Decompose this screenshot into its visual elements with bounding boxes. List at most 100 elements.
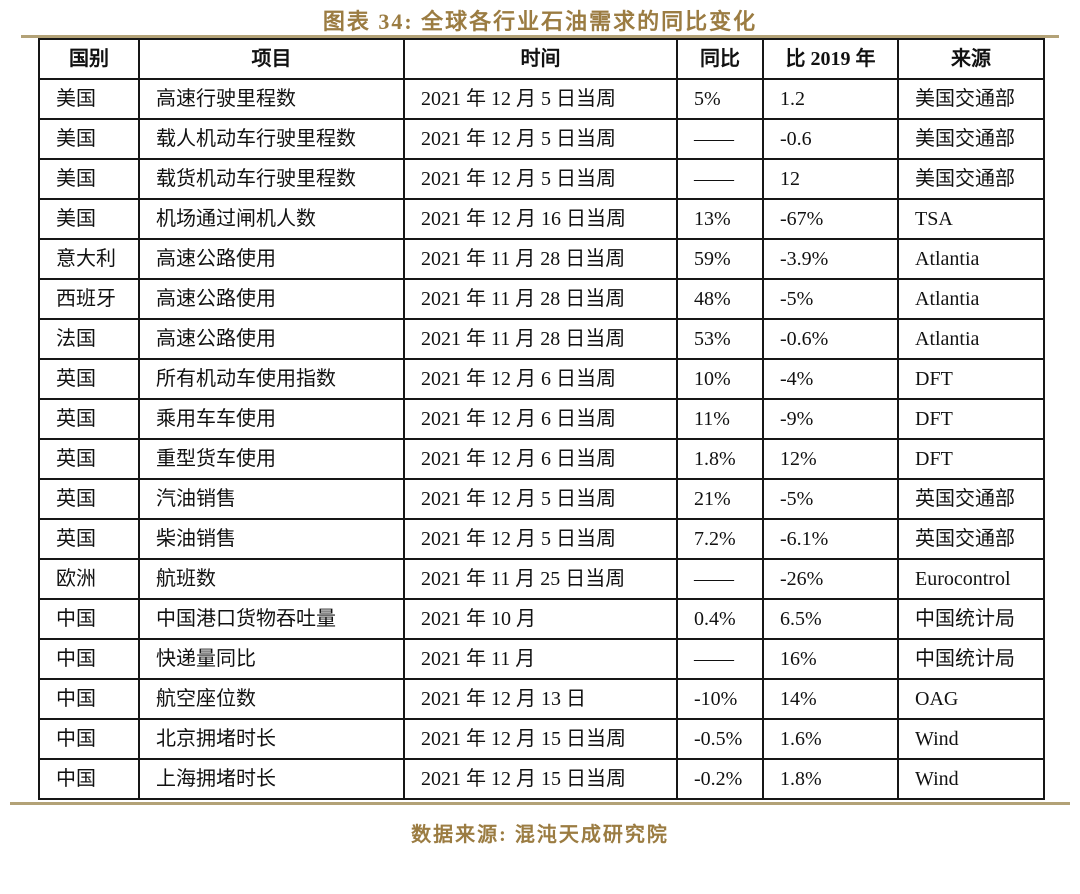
table-cell: 2021 年 12 月 5 日当周 bbox=[403, 158, 678, 200]
table-cell: -0.5% bbox=[676, 718, 764, 760]
table-cell: -67% bbox=[762, 198, 899, 240]
table-cell: -5% bbox=[762, 478, 899, 520]
table-row: 法国 高速公路使用 2021 年 11 月 28 日当周 53% -0.6% Atlant… bbox=[38, 318, 1045, 360]
table-cell: 中国统计局 bbox=[897, 638, 1045, 680]
table-cell: 2021 年 12 月 15 日当周 bbox=[403, 758, 678, 800]
table-cell: DFT bbox=[897, 398, 1045, 440]
table-cell: -6.1% bbox=[762, 518, 899, 560]
table-cell: 美国 bbox=[38, 158, 140, 200]
table-cell: 2021 年 12 月 5 日当周 bbox=[403, 478, 678, 520]
column-header: 比 2019 年 bbox=[762, 38, 899, 80]
table-cell: 21% bbox=[676, 478, 764, 520]
table-cell: 14% bbox=[762, 678, 899, 720]
table-cell: 英国 bbox=[38, 518, 140, 560]
table-cell: 中国统计局 bbox=[897, 598, 1045, 640]
table-row: 美国 载人机动车行驶里程数 2021 年 12 月 5 日当周 —— -0.6 美国交通部 bbox=[38, 118, 1045, 160]
table-cell: 1.6% bbox=[762, 718, 899, 760]
table-cell: -0.6% bbox=[762, 318, 899, 360]
table-cell: 1.8% bbox=[676, 438, 764, 480]
column-header: 时间 bbox=[403, 38, 678, 80]
table-cell: 高速公路使用 bbox=[138, 318, 405, 360]
table-cell: 2021 年 11 月 28 日当周 bbox=[403, 318, 678, 360]
table-cell: -26% bbox=[762, 558, 899, 600]
table-cell: 美国 bbox=[38, 118, 140, 160]
table-cell: DFT bbox=[897, 438, 1045, 480]
table-cell: Wind bbox=[897, 718, 1045, 760]
top-rule bbox=[21, 35, 1059, 38]
table-cell: 2021 年 12 月 5 日当周 bbox=[403, 118, 678, 160]
table-cell: 12% bbox=[762, 438, 899, 480]
table-cell: 高速行驶里程数 bbox=[138, 78, 405, 120]
data-source-note: 数据来源: 混沌天成研究院 bbox=[411, 824, 669, 846]
table-row: 中国 上海拥堵时长 2021 年 12 月 15 日当周 -0.2% 1.8% Wind bbox=[38, 758, 1045, 800]
table-cell: 航空座位数 bbox=[138, 678, 405, 720]
table-cell: 高速公路使用 bbox=[138, 238, 405, 280]
table-row: 中国 航空座位数 2021 年 12 月 13 日 -10% 14% OAG bbox=[38, 678, 1045, 720]
table-cell: 10% bbox=[676, 358, 764, 400]
table-cell: DFT bbox=[897, 358, 1045, 400]
table-cell: 2021 年 11 月 28 日当周 bbox=[403, 278, 678, 320]
column-header: 来源 bbox=[897, 38, 1045, 80]
table-header: 国别 项目 时间 同比比 2019 年来源 bbox=[38, 38, 1045, 80]
column-header: 项目 bbox=[138, 38, 405, 80]
table-cell: OAG bbox=[897, 678, 1045, 720]
table-cell: 2021 年 12 月 6 日当周 bbox=[403, 398, 678, 440]
table-cell: -5% bbox=[762, 278, 899, 320]
column-header: 同比 bbox=[676, 38, 764, 80]
table-cell: 汽油销售 bbox=[138, 478, 405, 520]
table-row: 意大利 高速公路使用 2021 年 11 月 28 日当周 59% -3.9% Atlan… bbox=[38, 238, 1045, 280]
table-cell: 欧洲 bbox=[38, 558, 140, 600]
table-cell: 48% bbox=[676, 278, 764, 320]
table-cell: 英国 bbox=[38, 478, 140, 520]
table-row: 欧洲 航班数 2021 年 11 月 25 日当周 —— -26% Eurocontrol bbox=[38, 558, 1045, 600]
table-cell: 2021 年 12 月 16 日当周 bbox=[403, 198, 678, 240]
table-cell: 美国交通部 bbox=[897, 118, 1045, 160]
table-cell: 59% bbox=[676, 238, 764, 280]
table-body: 美国 高速行驶里程数 2021 年 12 月 5 日当周 5% 1.2 美国交通部 美国 载人… bbox=[38, 78, 1045, 800]
table-row: 英国 乘用车车使用 2021 年 12 月 6 日当周 11% -9% DFT bbox=[38, 398, 1045, 440]
table-cell: Atlantia bbox=[897, 278, 1045, 320]
table-cell: 柴油销售 bbox=[138, 518, 405, 560]
table-cell: 乘用车车使用 bbox=[138, 398, 405, 440]
table-cell: 2021 年 12 月 13 日 bbox=[403, 678, 678, 720]
table-row: 美国 机场通过闸机人数 2021 年 12 月 16 日当周 13% -67% TSA bbox=[38, 198, 1045, 240]
table-cell: —— bbox=[676, 158, 764, 200]
bottom-rule bbox=[10, 802, 1070, 805]
table-cell: 机场通过闸机人数 bbox=[138, 198, 405, 240]
table-cell: 载人机动车行驶里程数 bbox=[138, 118, 405, 160]
table-row: 中国 快递量同比 2021 年 11 月 —— 16% 中国统计局 bbox=[38, 638, 1045, 680]
table-cell: TSA bbox=[897, 198, 1045, 240]
table-row: 中国 北京拥堵时长 2021 年 12 月 15 日当周 -0.5% 1.6% Wind bbox=[38, 718, 1045, 760]
table-row: 美国 载货机动车行驶里程数 2021 年 12 月 5 日当周 —— 12 美国交通部 bbox=[38, 158, 1045, 200]
table-row: 英国 汽油销售 2021 年 12 月 5 日当周 21% -5% 英国交通部 bbox=[38, 478, 1045, 520]
table-cell: 中国 bbox=[38, 758, 140, 800]
table-cell: 北京拥堵时长 bbox=[138, 718, 405, 760]
table-cell: 高速公路使用 bbox=[138, 278, 405, 320]
table-cell: 1.8% bbox=[762, 758, 899, 800]
table-cell: —— bbox=[676, 558, 764, 600]
table-cell: 美国交通部 bbox=[897, 158, 1045, 200]
table-cell: 中国 bbox=[38, 678, 140, 720]
table-cell: 0.4% bbox=[676, 598, 764, 640]
table-cell: 所有机动车使用指数 bbox=[138, 358, 405, 400]
table-cell: 英国交通部 bbox=[897, 518, 1045, 560]
table-cell: Atlantia bbox=[897, 318, 1045, 360]
table-cell: Atlantia bbox=[897, 238, 1045, 280]
table-cell: 西班牙 bbox=[38, 278, 140, 320]
table-cell: 2021 年 11 月 bbox=[403, 638, 678, 680]
table-cell: 11% bbox=[676, 398, 764, 440]
table-cell: 快递量同比 bbox=[138, 638, 405, 680]
table-cell: 7.2% bbox=[676, 518, 764, 560]
table-cell: 2021 年 12 月 6 日当周 bbox=[403, 358, 678, 400]
table-cell: 英国 bbox=[38, 398, 140, 440]
table-cell: -9% bbox=[762, 398, 899, 440]
table-cell: 载货机动车行驶里程数 bbox=[138, 158, 405, 200]
table-cell: 1.2 bbox=[762, 78, 899, 120]
table-cell: 美国 bbox=[38, 78, 140, 120]
table-cell: 6.5% bbox=[762, 598, 899, 640]
table-cell: 12 bbox=[762, 158, 899, 200]
table-row: 英国 柴油销售 2021 年 12 月 5 日当周 7.2% -6.1% 英国交通部 bbox=[38, 518, 1045, 560]
table-cell: -3.9% bbox=[762, 238, 899, 280]
table-cell: 意大利 bbox=[38, 238, 140, 280]
table-cell: -4% bbox=[762, 358, 899, 400]
